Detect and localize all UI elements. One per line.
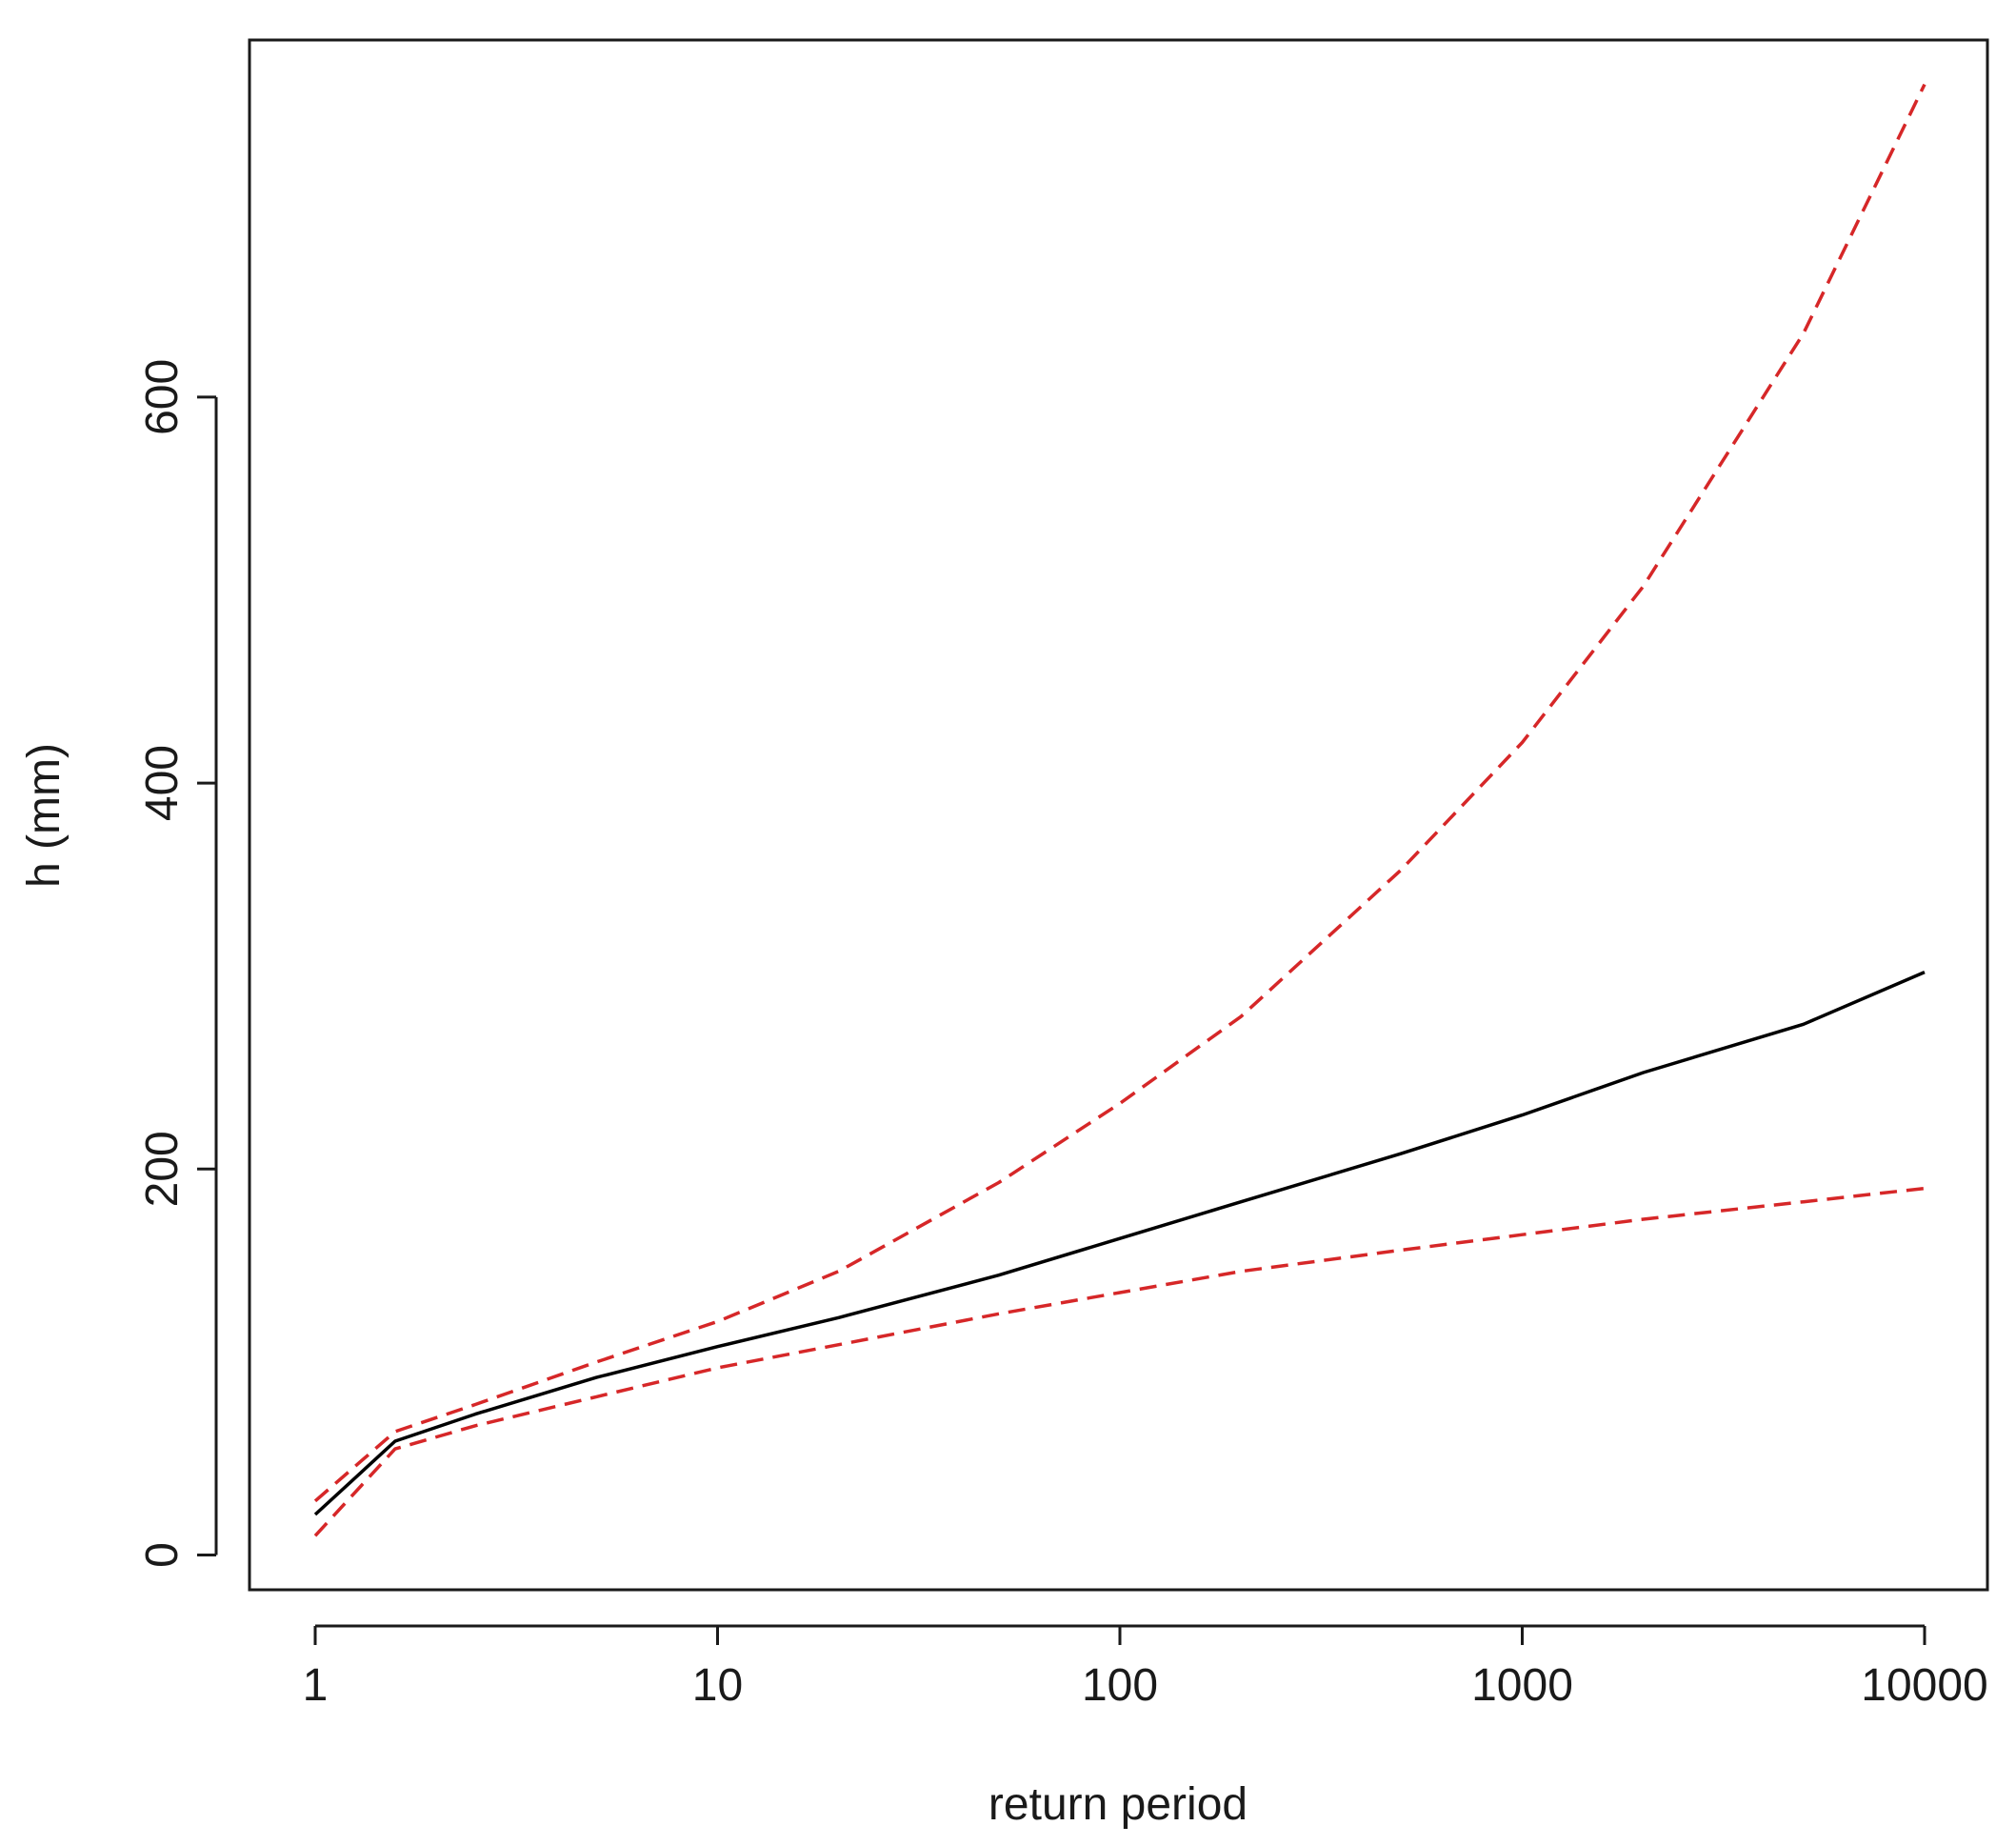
x-tick-label: 10000 xyxy=(1861,1660,1987,1711)
y-tick-label: 200 xyxy=(137,1131,188,1207)
x-tick-label: 1000 xyxy=(1471,1660,1573,1711)
x-axis: 1 10 100 1000 10000 xyxy=(303,1624,1988,1711)
y-tick-label: 0 xyxy=(137,1542,188,1568)
series-line-lower-bound xyxy=(313,1186,1926,1537)
y-axis-label: h (mm) xyxy=(19,743,70,888)
y-axis: 0 200 400 600 xyxy=(137,359,218,1568)
x-axis-label: return period xyxy=(988,1779,1248,1830)
plot-frame xyxy=(248,38,1989,1592)
y-tick-label: 400 xyxy=(137,745,188,821)
series-line-upper-bound xyxy=(313,83,1926,1503)
series-group xyxy=(313,83,1926,1537)
x-tick-label: 1 xyxy=(303,1660,329,1711)
x-tick-label: 100 xyxy=(1082,1660,1158,1711)
x-tick-label: 10 xyxy=(692,1660,743,1711)
y-tick-label: 600 xyxy=(137,359,188,435)
series-line-estimate xyxy=(313,970,1926,1516)
